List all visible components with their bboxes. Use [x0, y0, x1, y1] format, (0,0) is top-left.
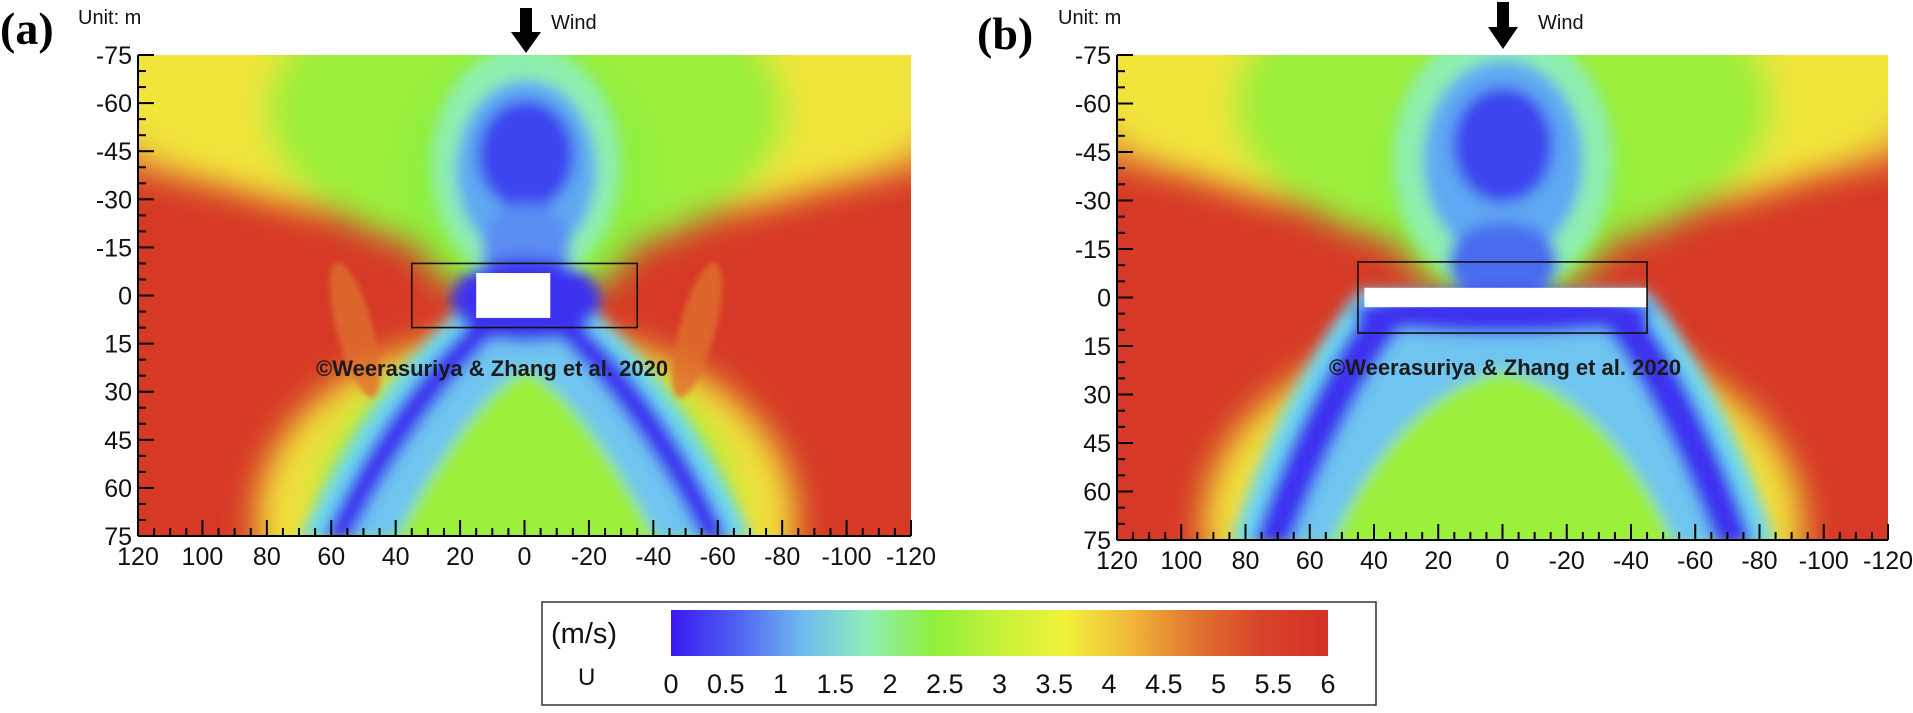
panel-b-y-tick-label: 75 [1083, 527, 1111, 555]
panel-a-y-tick-label: -30 [96, 186, 132, 214]
colorbar-tick-label: 6 [1320, 669, 1335, 699]
panel-a-copyright: ©Weerasuriya & Zhang et al. 2020 [316, 356, 668, 381]
colorbar-tick-label: 5.5 [1254, 669, 1292, 699]
panel-b-y-tick-label: 0 [1097, 285, 1111, 313]
colorbar-unit: (m/s) [551, 618, 617, 650]
panel-a-y-tick-label: -45 [96, 138, 132, 166]
panel-a-building [476, 273, 551, 318]
panel-b-x-tick-label: 0 [1496, 547, 1510, 575]
colorbar-gradient [671, 610, 1328, 656]
panel-b-x-tick-label: 80 [1232, 547, 1260, 575]
panel-a-x-tick-label: 0 [518, 543, 532, 571]
panel-a: (a) Unit: m Wind [0, 3, 936, 571]
panel-a-y-tick-label: -75 [96, 42, 132, 70]
colorbar-tick-label: 4.5 [1145, 669, 1183, 699]
panel-b-x-tick-label: 20 [1424, 547, 1452, 575]
panel-a-y-tick-label: 60 [104, 475, 132, 503]
panel-b-y-tick-label: 30 [1083, 382, 1111, 410]
panel-b-y-tick-label: -60 [1075, 91, 1111, 119]
panel-a-study-box [410, 262, 639, 329]
panel-b-x-tick-label: -80 [1741, 547, 1777, 575]
panel-b-x-tick-label: -100 [1799, 547, 1849, 575]
colorbar-tick-label: 2.5 [926, 669, 964, 699]
panel-b-y-tick-label: 45 [1083, 430, 1111, 458]
panel-a-y-tick-label: 30 [104, 379, 132, 407]
panel-a-x-tick-label: 60 [317, 543, 345, 571]
panel-a-x-tick-label: -100 [822, 543, 872, 571]
panel-a-x-tick-label: 20 [446, 543, 474, 571]
panel-a-x-tick-label: -40 [635, 543, 671, 571]
panel-b-y-tick-label: -30 [1075, 188, 1111, 216]
panel-b-x-tick-label: 40 [1360, 547, 1388, 575]
panel-b-y-tick-label: -45 [1075, 139, 1111, 167]
panel-a-y-tick-label: -15 [96, 234, 132, 262]
panel-b: (b) Unit: m Wind [977, 2, 1913, 575]
colorbar-variable: U [578, 664, 595, 691]
panel-b-wind-label: Wind [1538, 12, 1584, 34]
colorbar-tick-label: 3 [992, 669, 1007, 699]
panel-b-x-tick-label: -40 [1613, 547, 1649, 575]
panel-a-velocity-field [138, 55, 911, 536]
colorbar-tick-label: 1 [773, 669, 788, 699]
colorbar-tick-label: 3.5 [1035, 669, 1073, 699]
panel-a-wind-label: Wind [551, 12, 597, 34]
panel-b-label: (b) [977, 8, 1033, 59]
panel-b-copyright: ©Weerasuriya & Zhang et al. 2020 [1329, 355, 1681, 380]
panel-b-x-tick-label: -20 [1549, 547, 1585, 575]
colorbar-tick-label: 0 [663, 669, 678, 699]
panel-b-x-tick-label: 60 [1296, 547, 1324, 575]
panel-b-y-tick-label: 15 [1083, 333, 1111, 361]
panel-a-label: (a) [0, 3, 54, 54]
panel-b-y-tick-label: -75 [1075, 42, 1111, 70]
panel-a-x-tick-label: 40 [382, 543, 410, 571]
panel-a-x-tick-label: -20 [571, 543, 607, 571]
colorbar-tick-label: 1.5 [816, 669, 854, 699]
panel-a-unit-label: Unit: m [78, 7, 141, 29]
panel-b-wind-arrow-icon [1488, 2, 1518, 49]
panel-b-study-box [1357, 261, 1648, 334]
panel-b-unit-label: Unit: m [1058, 7, 1121, 29]
panel-a-x-tick-label: -120 [886, 543, 936, 571]
panel-b-x-tick-label: 120 [1096, 547, 1138, 575]
panel-a-y-tick-label: 75 [104, 523, 132, 551]
panel-b-x-tick-label: -60 [1677, 547, 1713, 575]
panel-b-x-tick-label: -120 [1863, 547, 1913, 575]
panel-b-velocity-field [1117, 55, 1888, 540]
panel-a-y-tick-label: 0 [118, 283, 132, 311]
panel-a-x-tick-label: 80 [253, 543, 281, 571]
panel-b-y-tick-label: 60 [1083, 479, 1111, 507]
panel-a-x-tick-label: 120 [117, 543, 159, 571]
panel-a-x-tick-label: -60 [700, 543, 736, 571]
colorbar-legend: (m/s) U 0 0.5 1 1.5 2 2.5 3 3.5 4 4.5 5 5.5 6 [541, 601, 1377, 706]
colorbar-tick-label: 4 [1101, 669, 1116, 699]
colorbar-ticks: 0 0.5 1 1.5 2 2.5 3 3.5 4 4.5 5 5.5 6 [663, 669, 1335, 699]
panel-a-x-tick-label: 100 [182, 543, 224, 571]
colorbar-tick-label: 5 [1211, 669, 1226, 699]
panel-a-wind-arrow-icon [511, 8, 541, 53]
panel-a-y-tick-label: 45 [104, 427, 132, 455]
panel-a-x-tick-label: -80 [764, 543, 800, 571]
panel-b-x-tick-label: 100 [1160, 547, 1202, 575]
panel-a-y-tick-label: -60 [96, 90, 132, 118]
panel-a-y-tick-label: 15 [104, 331, 132, 359]
colorbar-tick-label: 2 [882, 669, 897, 699]
colorbar-tick-label: 0.5 [707, 669, 745, 699]
panel-b-y-tick-label: -15 [1075, 236, 1111, 264]
panel-b-building [1364, 287, 1648, 308]
